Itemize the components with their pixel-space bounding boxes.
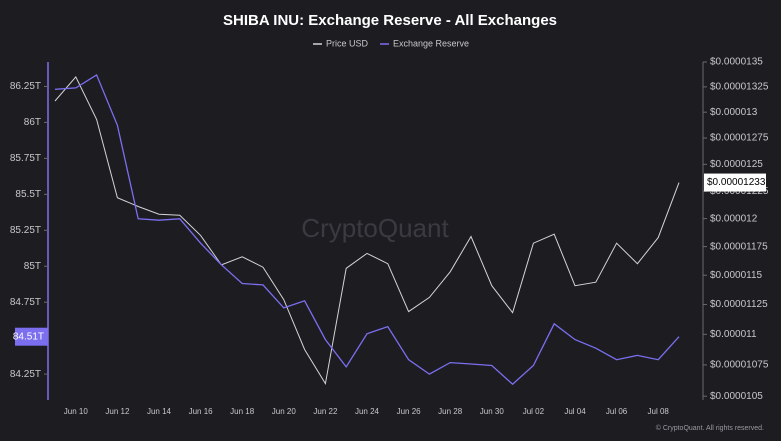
y2-tick-label: $0.00001075	[710, 360, 769, 371]
x-tick-label: Jul 04	[564, 407, 586, 416]
value-tag-label: $0.00001233	[707, 177, 766, 188]
x-tick-label: Jun 20	[272, 407, 297, 416]
x-tick-label: Jun 28	[438, 407, 463, 416]
y2-tick-label: $0.0000105	[710, 391, 763, 402]
copyright: © CryptoQuant. All rights reserved.	[656, 424, 764, 432]
y-tick-label: 86.25T	[10, 81, 41, 92]
x-tick-label: Jun 26	[397, 407, 422, 416]
y2-tick-label: $0.00001325	[710, 81, 769, 92]
y-tick-label: 85.5T	[15, 189, 41, 200]
y-tick-label: 86T	[24, 117, 41, 128]
y-tick-label: 85.75T	[10, 153, 41, 164]
x-tick-label: Jul 02	[523, 407, 545, 416]
y-tick-label: 85.25T	[10, 225, 41, 236]
y2-tick-label: $0.00001125	[710, 299, 768, 310]
x-tick-label: Jul 06	[606, 407, 628, 416]
x-tick-label: Jun 16	[189, 407, 214, 416]
x-tick-label: Jun 30	[480, 407, 505, 416]
watermark: CryptoQuant	[301, 213, 449, 243]
series-line	[54, 76, 680, 385]
x-tick-label: Jun 18	[230, 407, 255, 416]
y2-tick-label: $0.000012	[710, 213, 758, 224]
y2-tick-label: $0.00001275	[710, 133, 769, 144]
x-tick-label: Jul 08	[648, 407, 670, 416]
value-tag	[704, 173, 766, 192]
x-tick-label: Jun 14	[147, 407, 172, 416]
value-tag	[15, 327, 48, 346]
x-tick-label: Jun 10	[64, 407, 89, 416]
legend-label: Price USD	[326, 38, 369, 48]
x-tick-label: Jun 24	[355, 407, 380, 416]
y-tick-label: 85T	[24, 261, 41, 272]
series-line	[54, 73, 680, 386]
value-tag-label: 84.51T	[13, 331, 44, 342]
x-tick-label: Jun 22	[313, 407, 338, 416]
legend-label: Exchange Reserve	[393, 38, 469, 48]
y2-tick-label: $0.000013	[710, 107, 758, 118]
chart-title: SHIBA INU: Exchange Reserve - All Exchan…	[223, 12, 557, 29]
y2-tick-label: $0.0000115	[710, 270, 763, 281]
y2-tick-label: $0.00001175	[710, 241, 768, 252]
y-tick-label: 84.25T	[10, 369, 41, 380]
y-tick-label: 84.75T	[10, 297, 41, 308]
y2-tick-label: $0.0000125	[710, 159, 763, 170]
y2-tick-label: $0.000011	[710, 329, 757, 340]
y2-tick-label: $0.0000135	[710, 57, 763, 68]
x-tick-label: Jun 12	[105, 407, 130, 416]
